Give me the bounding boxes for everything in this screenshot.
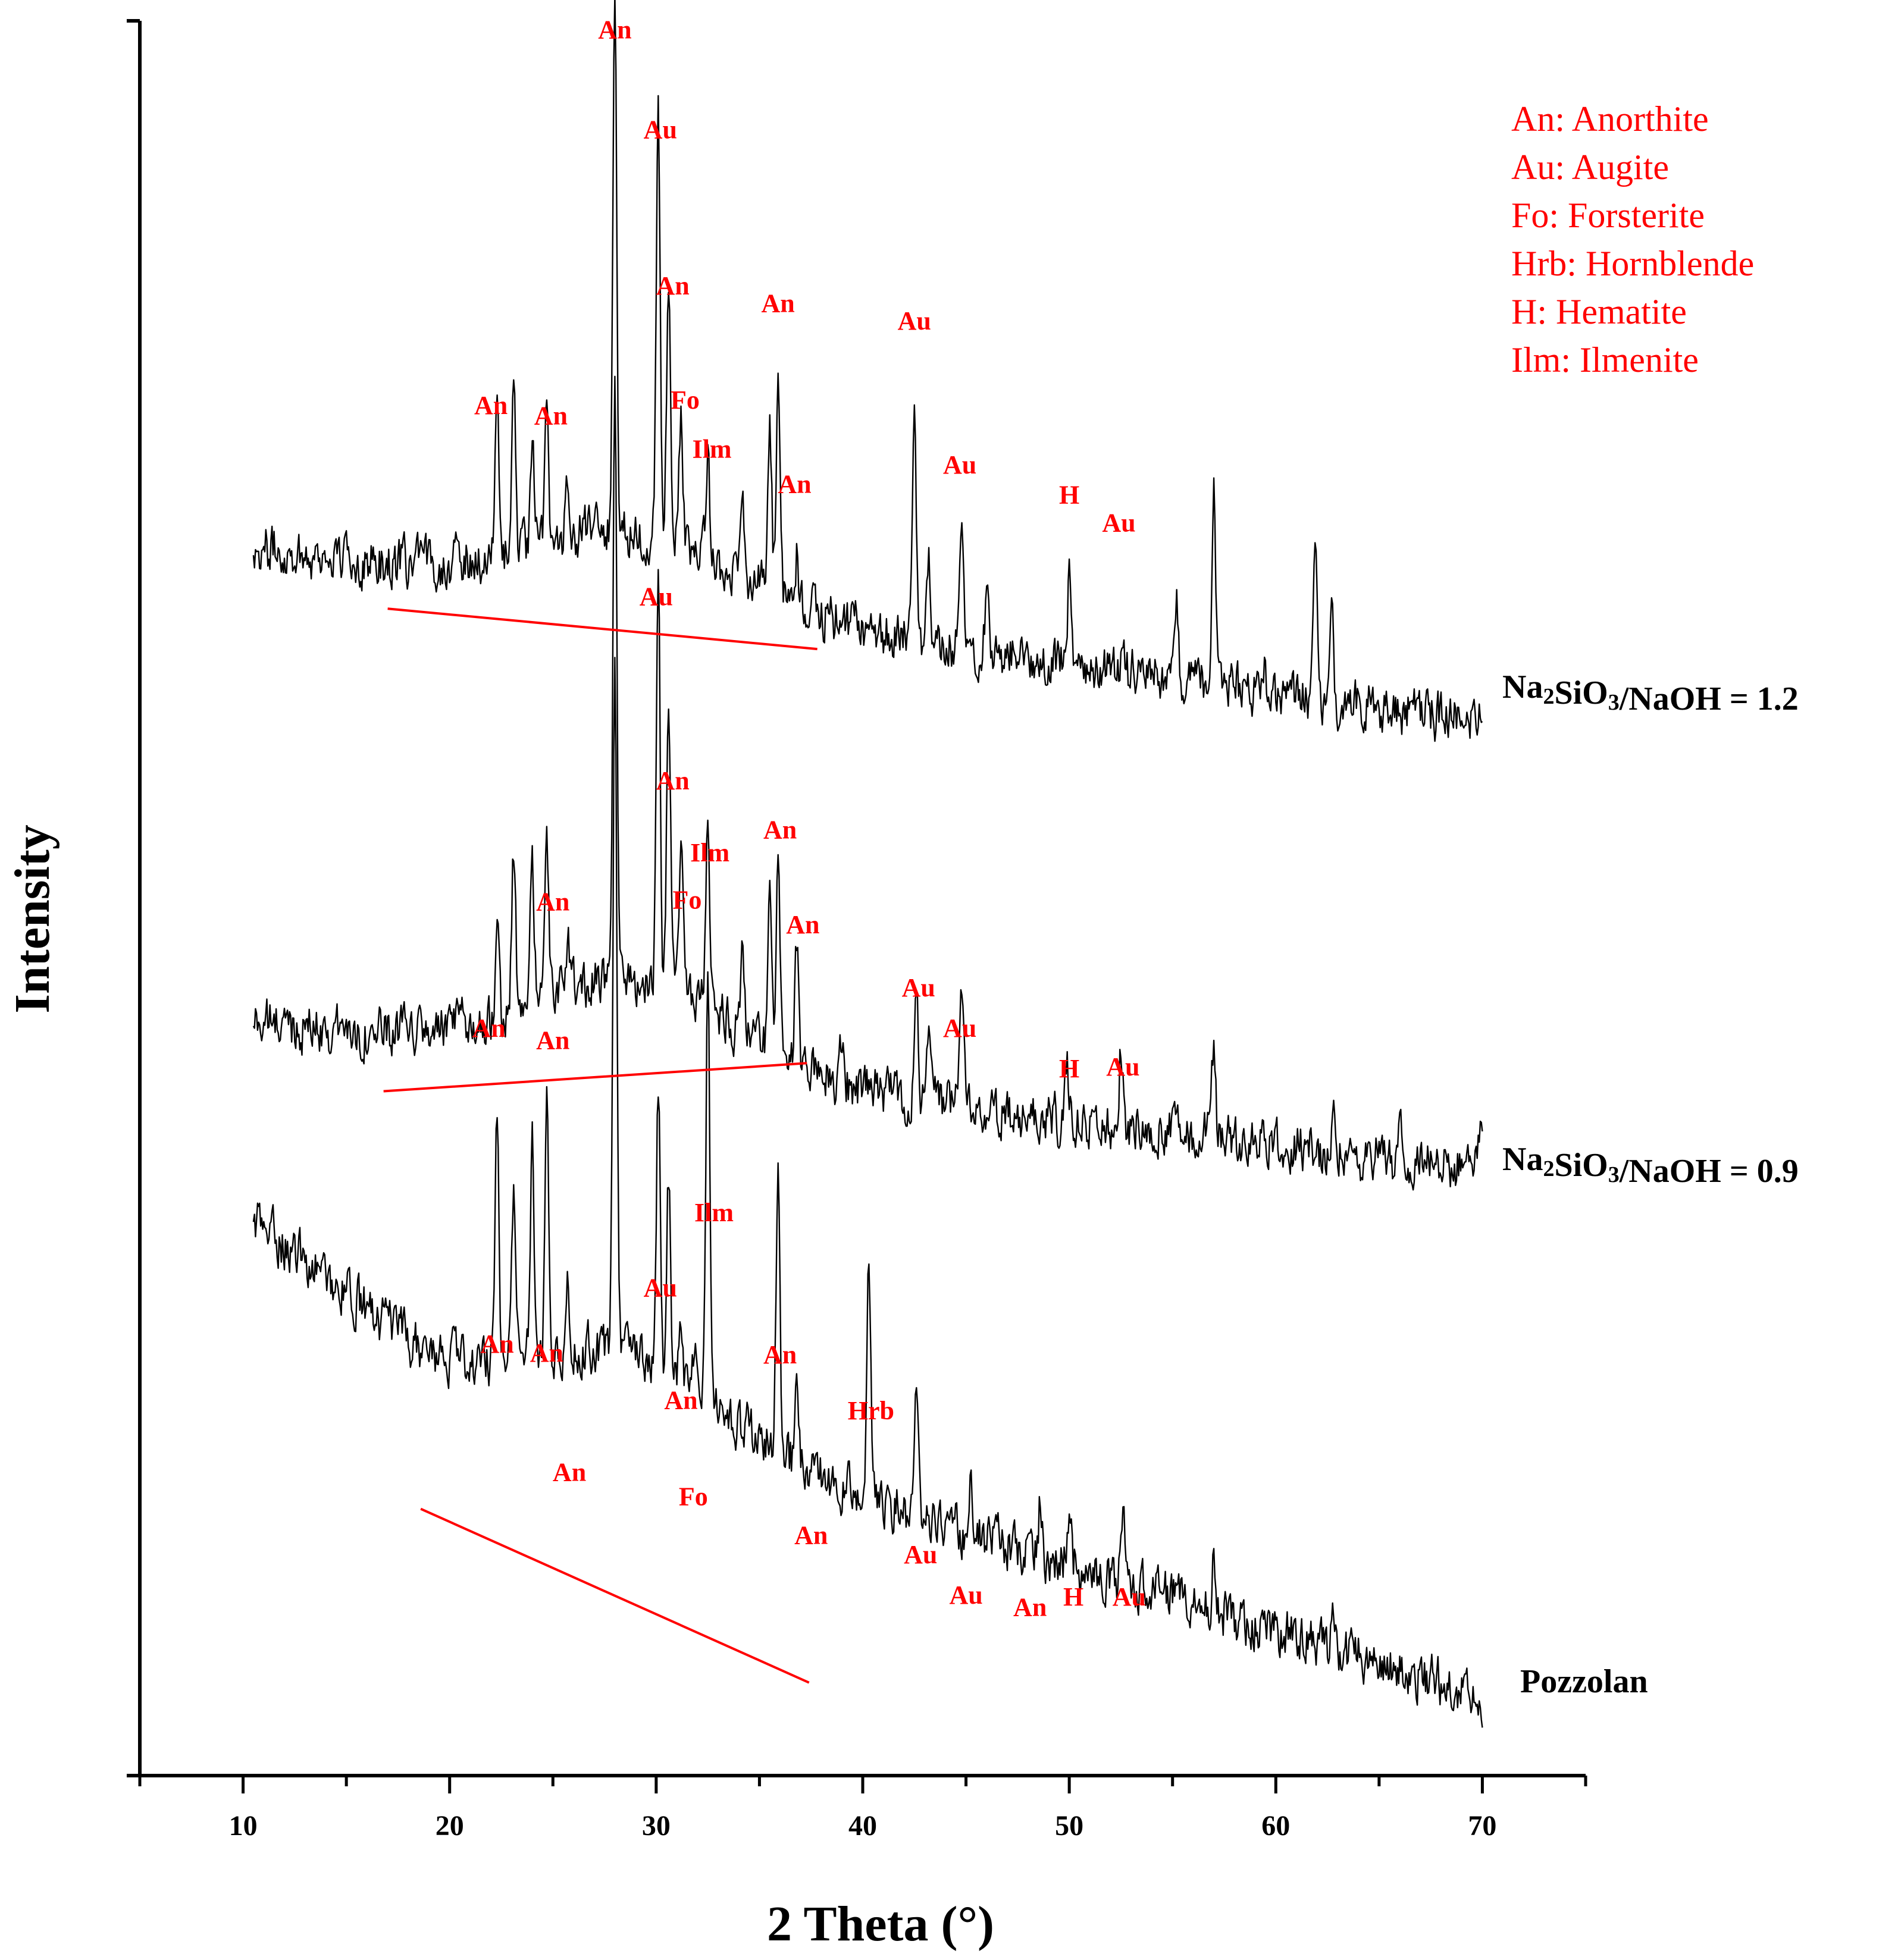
peak-label: An [762,289,795,318]
peak-label: Au [1113,1582,1146,1611]
peak-label: Au [898,306,931,335]
axes [127,19,1586,1777]
peak-label: Au [904,1540,937,1569]
x-tick-label: 20 [436,1810,464,1842]
peak-label: An [553,1457,586,1487]
peak-label: An [472,1014,506,1043]
legend-entry-ilmenite: Ilm: Ilmenite [1511,340,1699,380]
peak-label: Fo [672,886,701,915]
x-tick-label: 60 [1261,1810,1290,1842]
peak-label: An [778,470,811,499]
peak-label: H [1059,1054,1079,1083]
x-tick-label: 10 [229,1810,258,1842]
peak-label: An [536,1026,569,1055]
x-tick-label: 30 [642,1810,671,1842]
x-tick-label: 70 [1468,1810,1496,1842]
peak-label: H [1063,1582,1083,1611]
peak-label: An [664,1385,697,1415]
peak-label: Hrb [848,1396,894,1425]
peak-label: Fo [671,385,700,415]
peak-label: Au [902,973,935,1002]
legend-entry-hornblende: Hrb: Hornblende [1511,244,1754,283]
peak-label: An [656,766,690,795]
x-axis-title: 2 Theta (°) [767,1896,994,1952]
peak-label: An [786,910,819,939]
legend-entry-forsterite: Fo: Forsterite [1511,196,1705,235]
legend: An: Anorthite Au: Augite Fo: Forsterite … [1511,99,1754,380]
peak-label: Ilm [690,838,729,867]
peak-label: An [536,888,569,917]
series-label-1: Na2SiO3/NaOH = 1.2 [1502,669,1799,717]
x-tick-label: 50 [1055,1810,1083,1842]
series-line-2 [252,375,1483,1191]
peak-label: Ilm [693,435,732,464]
peak-label: An [794,1521,828,1550]
peak-label: An [656,271,690,300]
legend-entry-hematite: H: Hematite [1511,292,1687,331]
baselines [383,607,818,1684]
peak-label: Au [943,1014,976,1043]
peak-label: Au [640,582,673,611]
series-line-1 [252,0,1483,742]
legend-entry-augite: Au: Augite [1511,148,1669,187]
legend-entry-anorthite: An: Anorthite [1511,99,1709,139]
peak-label: Au [644,115,677,145]
peak-label: Au [1102,508,1135,537]
series-label-2: Na2SiO3/NaOH = 0.9 [1502,1141,1799,1190]
baseline-2 [383,1062,807,1093]
series-labels: Na2SiO3/NaOH = 1.2 Na2SiO3/NaOH = 0.9 Pozz… [1502,669,1799,1700]
baseline-3 [420,1507,810,1684]
peak-label: Fo [679,1482,708,1511]
peak-label: Au [644,1274,677,1303]
peak-label: An [1013,1593,1047,1622]
series-line-3 [252,657,1483,1728]
y-axis-title: Intensity [5,824,60,1013]
peak-label: H [1059,480,1079,509]
x-ticks: 10 20 30 40 50 60 70 [138,1776,1587,1842]
peak-label: An [598,15,631,45]
peak-label: An [530,1338,563,1368]
peak-label: An [480,1329,513,1359]
peak-label: Ilm [694,1198,734,1227]
peak-label: An [763,1340,797,1369]
peak-label: Au [943,450,976,479]
peak-label: An [534,402,568,431]
peak-label: Au [1106,1052,1139,1081]
plot-area [252,0,1483,1728]
peak-label: Au [949,1580,982,1610]
peak-label: An [474,391,508,420]
peak-label: An [763,816,797,845]
x-tick-label: 40 [848,1810,877,1842]
baseline-1 [387,607,818,651]
peak-annotations: An Au An An Au An An Fo Ilm An Au H Au Au An An Ilm Fo An A… [472,15,1146,1622]
series-label-3: Pozzolan [1520,1663,1648,1700]
